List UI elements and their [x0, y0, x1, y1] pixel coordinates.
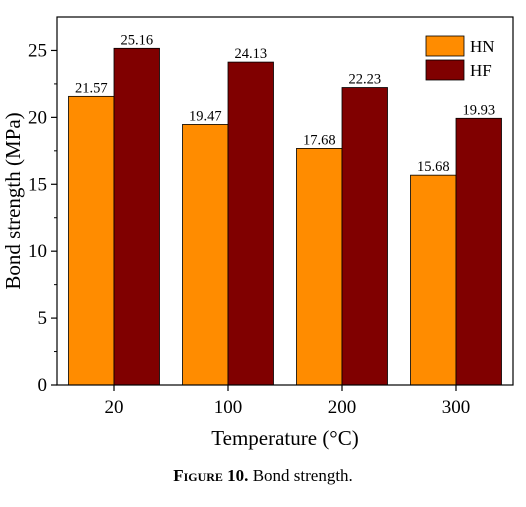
x-axis-title: Temperature (°C)	[211, 426, 358, 450]
data-label-hn-200: 17.68	[303, 132, 336, 148]
chart-marks: 21.57 25.16 19.47 24.13 17.68 22.23 15.68 19.93	[68, 32, 502, 386]
y-tick-label-20: 20	[28, 107, 47, 128]
data-label-hn-100: 19.47	[189, 108, 222, 124]
data-label-hf-100: 24.13	[234, 46, 267, 62]
bar-hf-300	[455, 117, 502, 386]
caption-text: Bond strength.	[248, 466, 353, 485]
bar-hn-200	[296, 148, 343, 386]
x-tick-label-100: 100	[214, 397, 243, 418]
y-tick-label-10: 10	[28, 241, 47, 262]
data-label-hn-20: 21.57	[75, 80, 108, 96]
y-tick-label-15: 15	[28, 174, 47, 195]
bar-hf-100	[227, 61, 274, 386]
bar-hn-300	[410, 174, 457, 386]
legend-swatch-hn	[425, 35, 465, 57]
data-label-hn-300: 15.68	[417, 159, 450, 175]
figure-label: Figure 10.	[173, 466, 249, 485]
chart-axes: 20 100 200 300 0 5 10 15 20 25	[28, 40, 470, 418]
x-tick-label-300: 300	[442, 397, 471, 418]
bar-hn-100	[182, 124, 229, 386]
plot-frame	[56, 16, 514, 386]
legend-label-hf: HF	[470, 61, 492, 80]
data-label-hf-20: 25.16	[120, 32, 153, 48]
data-label-hf-200: 22.23	[348, 72, 381, 88]
x-tick-label-20: 20	[105, 397, 124, 418]
y-tick-label-25: 25	[28, 40, 47, 61]
y-axis-title: Bond strength (MPa)	[1, 112, 25, 289]
legend: HN HF	[425, 35, 495, 81]
legend-swatch-hf	[425, 59, 465, 81]
y-tick-label-5: 5	[38, 308, 48, 329]
data-label-hf-300: 19.93	[462, 102, 495, 118]
bar-chart: 21.57 25.16 19.47 24.13 17.68 22.23 15.68 19.93…	[1, 16, 514, 450]
bar-hf-20	[113, 47, 160, 386]
legend-label-hn: HN	[470, 37, 495, 56]
x-tick-label-200: 200	[328, 397, 357, 418]
bar-hn-20	[68, 95, 115, 386]
bar-hf-200	[341, 87, 388, 386]
figure-caption: Figure 10. Bond strength.	[0, 466, 526, 486]
y-tick-label-0: 0	[38, 375, 48, 396]
